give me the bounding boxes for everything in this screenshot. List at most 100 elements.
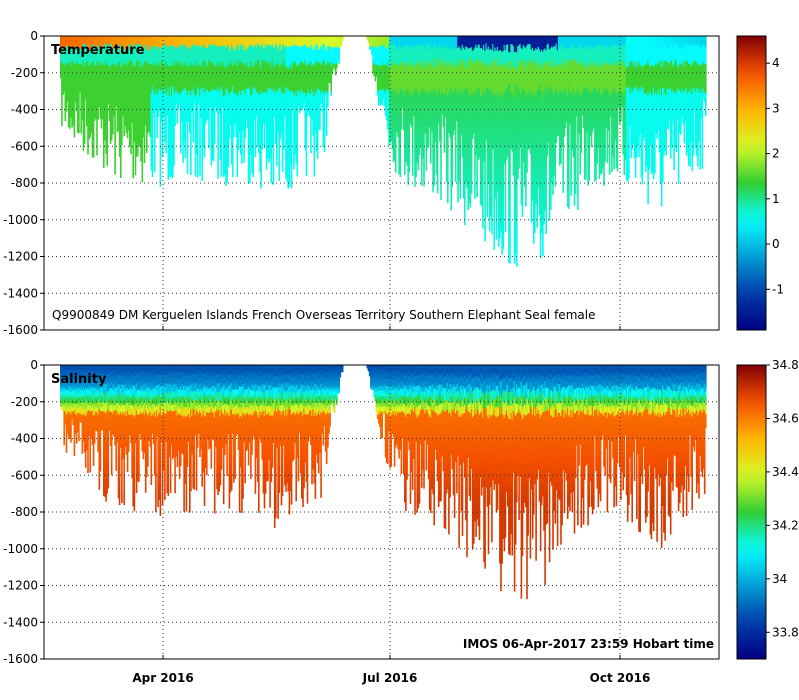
profile-segment xyxy=(228,36,231,44)
profile-segment xyxy=(454,170,457,182)
profile-segment xyxy=(259,94,261,105)
profile-segment xyxy=(74,83,77,89)
profile-segment xyxy=(299,41,302,47)
profile-segment xyxy=(129,115,131,124)
profile-segment xyxy=(84,62,87,68)
profile-segment xyxy=(411,55,414,67)
profile-segment xyxy=(107,74,110,80)
profile-segment xyxy=(381,55,383,62)
profile-segment xyxy=(280,112,283,120)
profile-segment xyxy=(315,109,318,119)
profile-segment xyxy=(121,128,123,138)
profile-segment xyxy=(117,123,120,131)
profile-segment xyxy=(222,86,225,97)
profile-segment xyxy=(219,97,222,108)
profile-segment xyxy=(140,71,142,82)
profile-segment xyxy=(260,68,262,81)
profile-segment xyxy=(169,76,172,87)
profile-segment xyxy=(406,54,408,65)
profile-segment xyxy=(86,119,88,127)
profile-segment xyxy=(286,139,288,151)
profile-segment xyxy=(150,64,153,75)
profile-segment xyxy=(307,36,310,42)
profile-segment xyxy=(156,94,158,102)
profile-segment xyxy=(287,36,289,48)
profile-segment xyxy=(332,55,335,59)
profile-segment xyxy=(215,45,217,52)
profile-segment xyxy=(87,95,89,104)
profile-segment xyxy=(182,135,184,145)
profile-segment xyxy=(84,71,87,77)
profile-segment xyxy=(332,60,335,63)
profile-segment xyxy=(150,160,153,171)
profile-segment xyxy=(307,94,310,101)
profile-segment xyxy=(381,95,383,101)
profile-segment xyxy=(282,76,285,86)
profile-segment xyxy=(177,36,180,42)
profile-segment xyxy=(107,50,110,56)
profile-segment xyxy=(325,121,328,129)
profile-segment xyxy=(337,48,339,51)
profile-segment xyxy=(415,36,417,47)
profile-segment xyxy=(126,43,129,52)
profile-segment xyxy=(147,112,149,120)
profile-segment xyxy=(383,55,386,62)
profile-segment xyxy=(338,47,340,51)
profile-segment xyxy=(136,87,139,97)
profile-segment xyxy=(189,36,191,44)
profile-segment xyxy=(301,83,303,90)
profile-segment xyxy=(218,36,220,43)
profile-segment xyxy=(99,88,102,95)
profile-segment xyxy=(235,100,237,109)
profile-segment xyxy=(265,150,268,161)
profile-segment xyxy=(290,90,293,102)
profile-segment xyxy=(227,82,230,93)
profile-segment xyxy=(368,41,371,44)
profile-segment xyxy=(186,75,189,86)
profile-segment xyxy=(107,79,110,85)
profile-segment xyxy=(337,46,339,49)
profile-segment xyxy=(329,66,331,70)
profile-segment xyxy=(402,49,405,57)
profile-segment xyxy=(235,43,237,51)
profile-segment xyxy=(159,143,162,155)
profile-segment xyxy=(75,57,78,64)
profile-segment xyxy=(314,63,317,71)
profile-segment xyxy=(136,36,139,46)
profile-segment xyxy=(335,69,337,73)
profile-segment xyxy=(181,84,183,92)
profile-segment xyxy=(286,77,288,89)
profile-segment xyxy=(237,60,240,69)
profile-segment xyxy=(63,79,65,84)
profile-segment xyxy=(63,75,65,80)
profile-segment xyxy=(192,51,194,60)
profile-segment xyxy=(400,55,403,64)
profile-segment xyxy=(296,76,299,87)
profile-segment xyxy=(339,44,342,46)
profile-segment xyxy=(405,45,407,55)
profile-segment xyxy=(450,197,452,211)
profile-segment xyxy=(87,137,89,147)
profile-segment xyxy=(155,94,157,101)
profile-segment xyxy=(157,87,159,95)
profile-segment xyxy=(312,106,314,115)
profile-segment xyxy=(77,36,79,44)
profile-segment xyxy=(235,86,237,95)
profile-segment xyxy=(216,68,218,75)
profile-segment xyxy=(433,142,435,154)
profile-segment xyxy=(136,121,139,131)
profile-segment xyxy=(98,41,101,47)
profile-segment xyxy=(175,65,177,71)
profile-segment xyxy=(170,46,173,57)
profile-segment xyxy=(125,70,128,78)
profile-segment xyxy=(95,83,97,90)
profile-segment xyxy=(65,100,68,107)
profile-segment xyxy=(62,60,64,66)
profile-segment xyxy=(105,86,107,96)
profile-segment xyxy=(113,58,115,66)
profile-segment xyxy=(392,107,395,118)
profile-segment xyxy=(419,43,422,53)
profile-segment xyxy=(190,134,192,146)
profile-segment xyxy=(228,50,231,59)
profile-segment xyxy=(120,167,122,178)
